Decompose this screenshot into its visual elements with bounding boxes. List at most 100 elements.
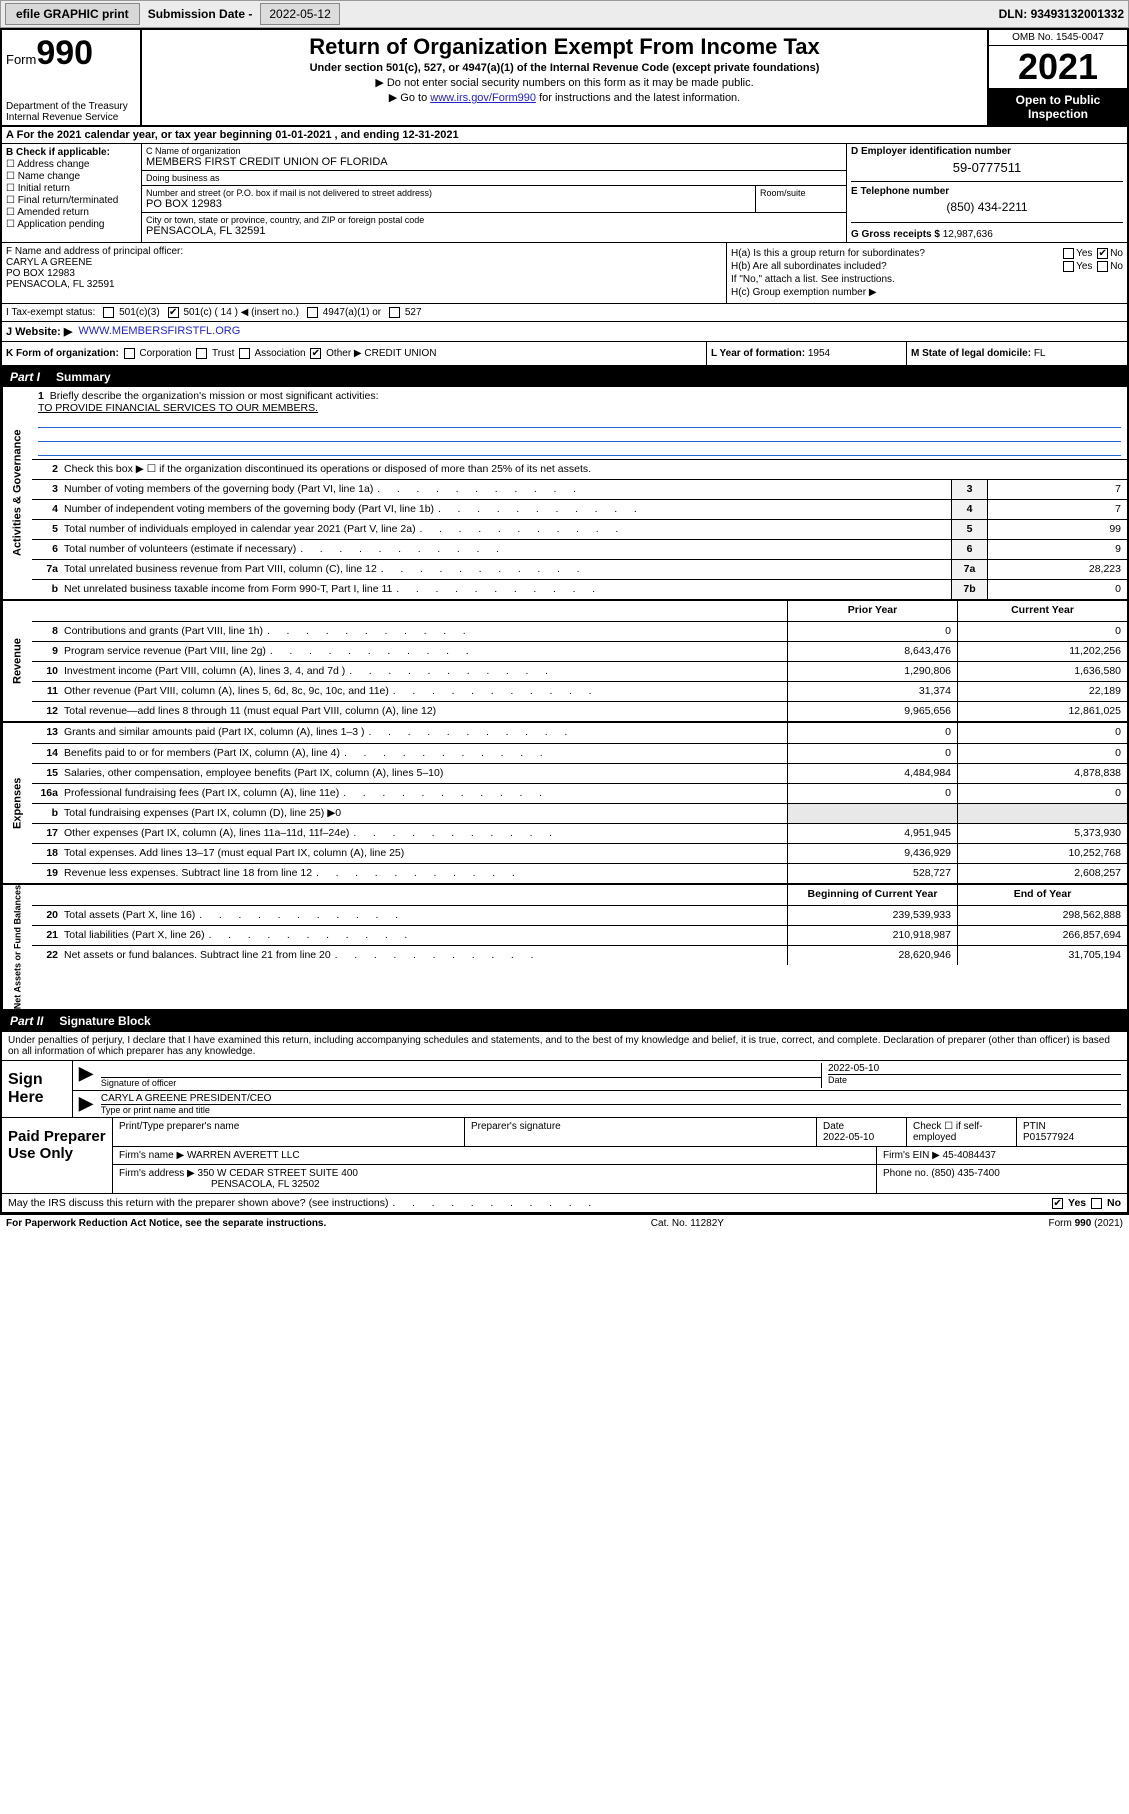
line12: 12Total revenue—add lines 8 through 11 (… (32, 701, 1127, 721)
part1-label: Part I (10, 370, 40, 384)
chk-corp[interactable] (124, 348, 135, 359)
room-label: Room/suite (760, 188, 842, 198)
netassets-block: Net Assets or Fund Balances Beginning of… (2, 885, 1127, 1011)
line3: 3Number of voting members of the governi… (32, 479, 1127, 499)
revenue-block: Revenue Prior Year Current Year 8Contrib… (2, 601, 1127, 723)
officer-addr1: PO BOX 12983 (6, 268, 722, 279)
chk-final-return[interactable]: ☐ Final return/terminated (6, 195, 137, 206)
firm-address: Firm's address ▶ 350 W CEDAR STREET SUIT… (113, 1165, 877, 1193)
line5: 5Total number of individuals employed in… (32, 519, 1127, 539)
h-a: H(a) Is this a group return for subordin… (731, 248, 1123, 259)
open-to-public: Open to Public Inspection (989, 89, 1127, 125)
officer-sub-label: Type or print name and title (101, 1104, 1121, 1115)
chk-4947[interactable] (307, 307, 318, 318)
ein-value: 59-0777511 (851, 160, 1123, 175)
website-url[interactable]: WWW.MEMBERSFIRSTFL.ORG (78, 325, 240, 338)
caret-icon: ▶ (79, 1063, 93, 1088)
expenses-block: Expenses 13Grants and similar amounts pa… (2, 723, 1127, 885)
line18: 18Total expenses. Add lines 13–17 (must … (32, 843, 1127, 863)
discuss-yes[interactable] (1052, 1198, 1063, 1209)
officer-name: CARYL A GREENE (6, 257, 722, 268)
h-c: H(c) Group exemption number ▶ (731, 287, 1123, 298)
chk-527[interactable] (389, 307, 400, 318)
chk-amended[interactable]: ☐ Amended return (6, 207, 137, 218)
tab-expenses: Expenses (2, 723, 32, 883)
header-right: OMB No. 1545-0047 2021 Open to Public In… (987, 30, 1127, 125)
form-subtitle: Under section 501(c), 527, or 4947(a)(1)… (148, 62, 981, 74)
pra-notice: For Paperwork Reduction Act Notice, see … (6, 1218, 326, 1229)
discuss-text: May the IRS discuss this return with the… (8, 1197, 1050, 1209)
line7b: bNet unrelated business taxable income f… (32, 579, 1127, 599)
line13: 13Grants and similar amounts paid (Part … (32, 723, 1127, 743)
sign-here-label: Sign Here (2, 1061, 72, 1117)
form-990-page: Form990 Department of the Treasury Inter… (0, 28, 1129, 1215)
chk-assoc[interactable] (239, 348, 250, 359)
header-title-block: Return of Organization Exempt From Incom… (142, 30, 987, 125)
line7a: 7aTotal unrelated business revenue from … (32, 559, 1127, 579)
line16a: 16aProfessional fundraising fees (Part I… (32, 783, 1127, 803)
form-title: Return of Organization Exempt From Incom… (148, 34, 981, 60)
tax-exempt-status: I Tax-exempt status: 501(c)(3) 501(c) ( … (2, 304, 1127, 322)
part2-label: Part II (10, 1014, 43, 1028)
irs-label: Internal Revenue Service (6, 112, 136, 123)
perjury-disclaimer: Under penalties of perjury, I declare th… (2, 1032, 1127, 1061)
form-number: Form990 (6, 34, 136, 73)
officer-group-block: F Name and address of principal officer:… (2, 243, 1127, 304)
hb-yes[interactable] (1063, 261, 1074, 272)
part1-header: Part I Summary (2, 367, 1127, 387)
dln: DLN: 93493132001332 (999, 7, 1124, 21)
paid-preparer-label: Paid Preparer Use Only (2, 1118, 112, 1193)
tel-value: (850) 434-2211 (851, 200, 1123, 214)
part2-title: Signature Block (59, 1014, 150, 1028)
box-f: F Name and address of principal officer:… (2, 243, 727, 303)
begin-header: Beginning of Current Year (787, 885, 957, 905)
chk-initial-return[interactable]: ☐ Initial return (6, 183, 137, 194)
tel-label: E Telephone number (851, 186, 949, 197)
chk-name-change[interactable]: ☐ Name change (6, 171, 137, 182)
signature-block: Under penalties of perjury, I declare th… (2, 1031, 1127, 1118)
hb-no[interactable] (1097, 261, 1108, 272)
note-ssn: ▶ Do not enter social security numbers o… (148, 76, 981, 89)
firm-name: Firm's name ▶ WARREN AVERETT LLC (113, 1147, 877, 1164)
prior-year-header: Prior Year (787, 601, 957, 621)
net-headers: Beginning of Current Year End of Year (32, 885, 1127, 905)
chk-501c3[interactable] (103, 307, 114, 318)
ha-yes[interactable] (1063, 248, 1074, 259)
tax-period: A For the 2021 calendar year, or tax yea… (2, 127, 1127, 144)
mission-text: TO PROVIDE FINANCIAL SERVICES TO OUR MEM… (38, 402, 318, 414)
box-l: L Year of formation: 1954 (707, 342, 907, 365)
col-headers: Prior Year Current Year (32, 601, 1127, 621)
line14: 14Benefits paid to or for members (Part … (32, 743, 1127, 763)
sig-date-value: 2022-05-10 (828, 1063, 1121, 1074)
top-toolbar: efile GRAPHIC print Submission Date - 20… (0, 0, 1129, 28)
sig-date-label: Date (828, 1074, 1121, 1085)
firm-phone: Phone no. (850) 435-7400 (877, 1165, 1127, 1193)
chk-other[interactable] (310, 348, 321, 359)
efile-print-button[interactable]: efile GRAPHIC print (5, 3, 140, 25)
page-footer: For Paperwork Reduction Act Notice, see … (0, 1215, 1129, 1232)
line15: 15Salaries, other compensation, employee… (32, 763, 1127, 783)
part2-header: Part II Signature Block (2, 1011, 1127, 1031)
discuss-row: May the IRS discuss this return with the… (2, 1194, 1127, 1213)
line20: 20Total assets (Part X, line 16)239,539,… (32, 905, 1127, 925)
chk-501c[interactable] (168, 307, 179, 318)
form-header: Form990 Department of the Treasury Inter… (2, 30, 1127, 127)
chk-app-pending[interactable]: ☐ Application pending (6, 219, 137, 230)
chk-trust[interactable] (196, 348, 207, 359)
part1-title: Summary (56, 370, 111, 384)
discuss-no[interactable] (1091, 1198, 1102, 1209)
chk-address-change[interactable]: ☐ Address change (6, 159, 137, 170)
prep-date: Date2022-05-10 (817, 1118, 907, 1146)
city-value: PENSACOLA, FL 32591 (146, 225, 842, 237)
line17: 17Other expenses (Part IX, column (A), l… (32, 823, 1127, 843)
box-f-label: F Name and address of principal officer: (6, 246, 722, 257)
tab-governance: Activities & Governance (2, 387, 32, 599)
line22: 22Net assets or fund balances. Subtract … (32, 945, 1127, 965)
submission-label: Submission Date - (148, 7, 253, 21)
box-c: C Name of organization MEMBERS FIRST CRE… (142, 144, 847, 242)
irs-link[interactable]: www.irs.gov/Form990 (430, 92, 536, 104)
officer-addr2: PENSACOLA, FL 32591 (6, 279, 722, 290)
line16b: bTotal fundraising expenses (Part IX, co… (32, 803, 1127, 823)
identity-block: B Check if applicable: ☐ Address change … (2, 144, 1127, 243)
ha-no[interactable] (1097, 248, 1108, 259)
